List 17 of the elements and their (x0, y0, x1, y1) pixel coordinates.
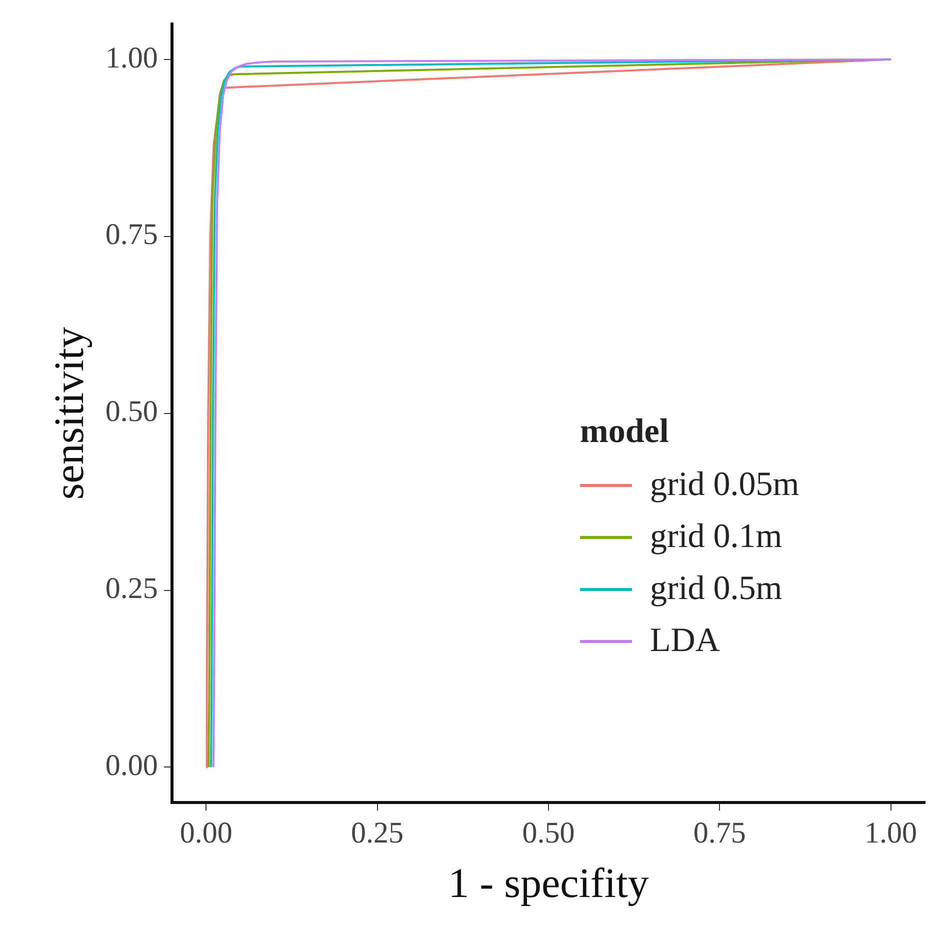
y-tick-label: 1.00 (105, 41, 158, 74)
x-tick-label: 0.00 (180, 816, 232, 850)
legend-title: model (580, 413, 670, 452)
y-tick-label: 0.00 (105, 749, 158, 782)
x-tick-label: 0.25 (351, 816, 404, 850)
y-tick-label: 0.50 (105, 395, 158, 428)
x-tick-label: 0.75 (693, 816, 746, 850)
x-axis-title: 1 - specifity (448, 860, 649, 907)
legend-label: LDA (650, 622, 720, 660)
y-tick-label: 0.75 (105, 218, 158, 252)
legend-label: grid 0.5m (650, 570, 782, 608)
x-tick-label: 0.50 (522, 816, 575, 850)
y-tick-label: 0.25 (105, 572, 158, 606)
x-tick-label: 1.00 (864, 816, 918, 850)
y-axis-title: sensitivity (47, 326, 94, 500)
legend-label: grid 0.1m (650, 518, 782, 556)
legend-label: grid 0.05m (650, 466, 800, 504)
